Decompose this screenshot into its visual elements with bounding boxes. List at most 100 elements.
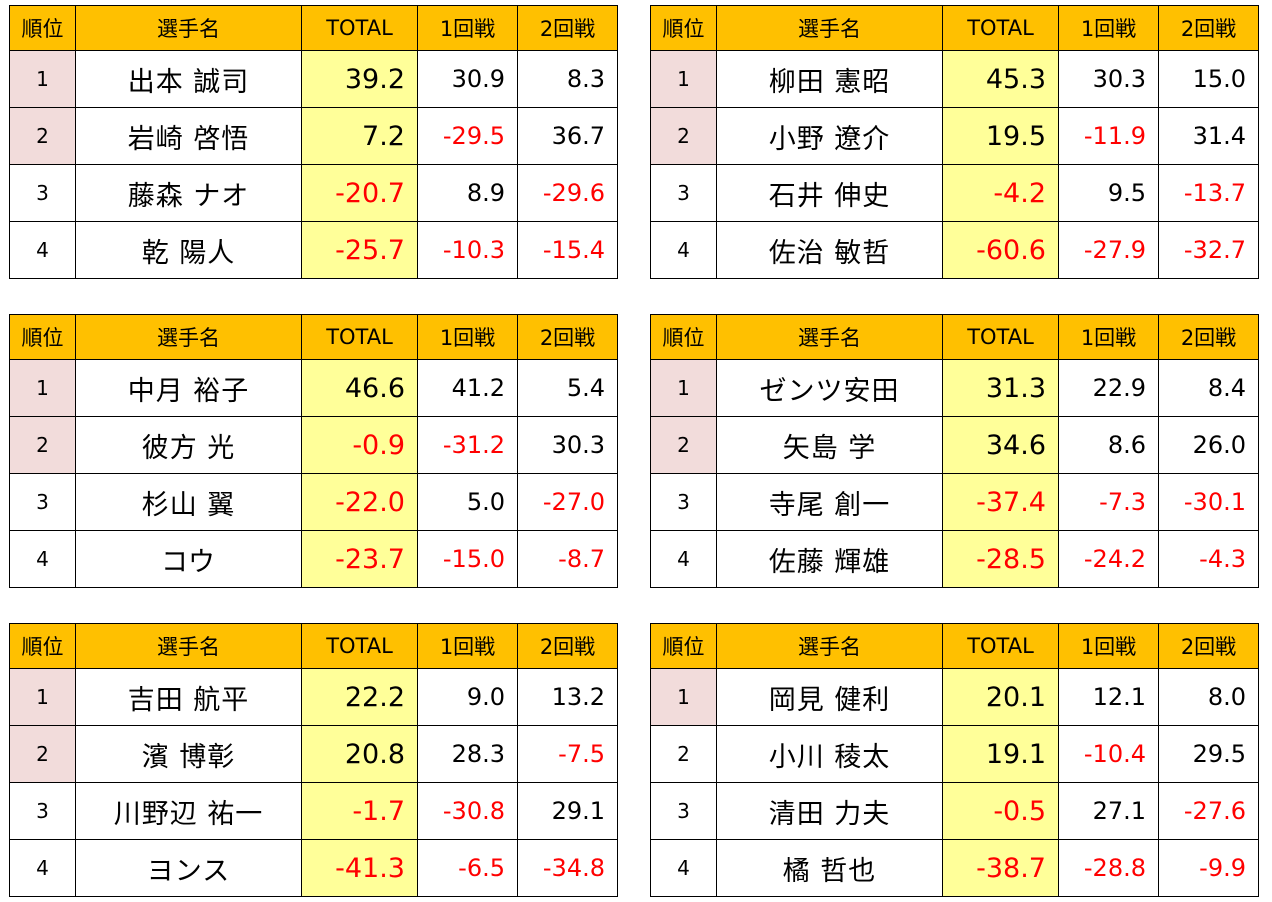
table-row: 2 小川 稜太 19.1 -10.4 29.5 [650,725,1259,783]
table-row: 2 彼方 光 -0.9 -31.2 30.3 [9,416,618,474]
score-table-2: 順位 選手名 TOTAL 1回戦 2回戦 1 柳田 憲昭 45.3 30.3 15.0 2 小野 遼介… [650,5,1259,279]
table-row: 3 清田 力夫 -0.5 27.1 -27.6 [650,782,1259,840]
table-row: 4 佐藤 輝雄 -28.5 -24.2 -4.3 [650,530,1259,588]
table-row: 3 杉山 翼 -22.0 5.0 -27.0 [9,473,618,531]
round1-score: -11.9 [1058,107,1159,165]
score-table-3: 順位 選手名 TOTAL 1回戦 2回戦 1 中月 裕子 46.6 41.2 5.4 2 彼方 光 -0… [9,314,618,588]
player-name: 藤森 ナオ [75,164,302,222]
table-row: 4 コウ -23.7 -15.0 -8.7 [9,530,618,588]
total-score: 19.5 [942,107,1059,165]
header-rank: 順位 [650,314,717,360]
round1-score: 8.9 [417,164,518,222]
rank-cell: 1 [9,50,76,108]
rank-cell: 1 [650,668,717,726]
header-row: 順位 選手名 TOTAL 1回戦 2回戦 [9,623,618,669]
round2-score: -7.5 [517,725,618,783]
round2-score: -27.6 [1158,782,1259,840]
rank-cell: 2 [9,107,76,165]
rank-cell: 3 [9,473,76,531]
player-name: ヨンス [75,839,302,897]
player-name: 小野 遼介 [716,107,943,165]
round1-score: 9.5 [1058,164,1159,222]
score-table-6: 順位 選手名 TOTAL 1回戦 2回戦 1 岡見 健利 20.1 12.1 8.0 2 小川 稜太 1… [650,623,1259,897]
round1-score: -15.0 [417,530,518,588]
player-name: 杉山 翼 [75,473,302,531]
total-score: -23.7 [301,530,418,588]
total-score: 19.1 [942,725,1059,783]
player-name: コウ [75,530,302,588]
round2-score: -13.7 [1158,164,1259,222]
header-round2: 2回戦 [517,623,618,669]
player-name: 川野辺 祐一 [75,782,302,840]
total-score: 20.8 [301,725,418,783]
rank-cell: 1 [9,359,76,417]
rank-cell: 3 [650,473,717,531]
rank-cell: 4 [650,530,717,588]
round2-score: 30.3 [517,416,618,474]
round1-score: -7.3 [1058,473,1159,531]
header-round2: 2回戦 [1158,5,1259,51]
total-score: 7.2 [301,107,418,165]
round2-score: 29.5 [1158,725,1259,783]
round2-score: 29.1 [517,782,618,840]
total-score: -60.6 [942,221,1059,279]
round2-score: -32.7 [1158,221,1259,279]
round2-score: 8.4 [1158,359,1259,417]
round1-score: 30.3 [1058,50,1159,108]
player-name: 橘 哲也 [716,839,943,897]
header-total: TOTAL [301,5,418,51]
rank-cell: 4 [9,530,76,588]
round2-score: 36.7 [517,107,618,165]
header-round2: 2回戦 [1158,623,1259,669]
round1-score: -28.8 [1058,839,1159,897]
header-round1: 1回戦 [1058,314,1159,360]
total-score: 20.1 [942,668,1059,726]
table-row: 1 ゼンツ安田 31.3 22.9 8.4 [650,359,1259,417]
header-name: 選手名 [716,5,943,51]
player-name: 岡見 健利 [716,668,943,726]
player-name: ゼンツ安田 [716,359,943,417]
round1-score: -10.3 [417,221,518,279]
header-rank: 順位 [650,623,717,669]
total-score: 45.3 [942,50,1059,108]
rank-cell: 4 [9,839,76,897]
rank-cell: 2 [650,416,717,474]
rank-cell: 3 [650,164,717,222]
round1-score: 28.3 [417,725,518,783]
header-row: 順位 選手名 TOTAL 1回戦 2回戦 [650,5,1259,51]
table-row: 2 岩崎 啓悟 7.2 -29.5 36.7 [9,107,618,165]
rank-cell: 3 [9,782,76,840]
round2-score: 13.2 [517,668,618,726]
player-name: 清田 力夫 [716,782,943,840]
total-score: -1.7 [301,782,418,840]
round1-score: -24.2 [1058,530,1159,588]
total-score: -28.5 [942,530,1059,588]
round1-score: -30.8 [417,782,518,840]
rank-cell: 2 [650,107,717,165]
table-row: 4 佐治 敏哲 -60.6 -27.9 -32.7 [650,221,1259,279]
rank-cell: 1 [9,668,76,726]
total-score: -25.7 [301,221,418,279]
table-row: 3 藤森 ナオ -20.7 8.9 -29.6 [9,164,618,222]
header-round1: 1回戦 [417,623,518,669]
rank-cell: 3 [650,782,717,840]
header-total: TOTAL [942,314,1059,360]
header-row: 順位 選手名 TOTAL 1回戦 2回戦 [9,5,618,51]
table-row: 3 石井 伸史 -4.2 9.5 -13.7 [650,164,1259,222]
round2-score: -29.6 [517,164,618,222]
round2-score: -27.0 [517,473,618,531]
total-score: -37.4 [942,473,1059,531]
round2-score: 31.4 [1158,107,1259,165]
header-round1: 1回戦 [417,314,518,360]
round1-score: 12.1 [1058,668,1159,726]
player-name: 佐治 敏哲 [716,221,943,279]
header-total: TOTAL [301,623,418,669]
rank-cell: 3 [9,164,76,222]
player-name: 岩崎 啓悟 [75,107,302,165]
player-name: 乾 陽人 [75,221,302,279]
header-round2: 2回戦 [517,314,618,360]
total-score: -20.7 [301,164,418,222]
player-name: 寺尾 創一 [716,473,943,531]
